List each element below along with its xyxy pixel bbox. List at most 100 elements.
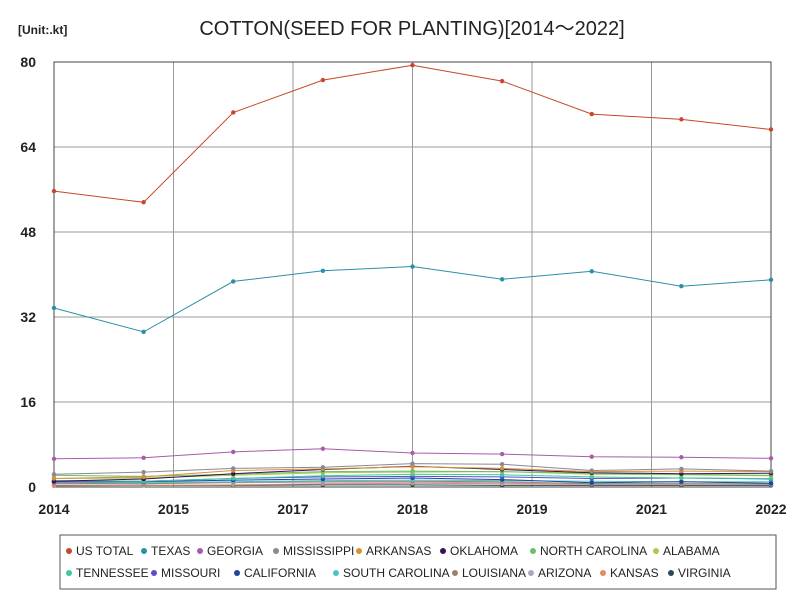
legend-item: ALABAMA xyxy=(653,544,720,558)
data-point xyxy=(231,471,236,476)
legend-label: SOUTH CAROLINA xyxy=(343,566,450,580)
grid-lines xyxy=(53,61,772,488)
legend-label: ARKANSAS xyxy=(366,544,431,558)
legend-box xyxy=(59,534,777,590)
legend-label: TEXAS xyxy=(151,544,190,558)
legend-item: LOUISIANA xyxy=(452,566,526,580)
legend-item: VIRGINIA xyxy=(668,566,731,580)
x-axis-ticks: 2014 2015 2017 2018 2019 2021 2022 xyxy=(38,501,786,517)
data-point xyxy=(589,454,594,459)
data-point xyxy=(141,329,146,335)
series-texas xyxy=(51,264,774,335)
legend-marker xyxy=(668,570,674,576)
data-point xyxy=(410,461,415,466)
y-tick-label: 48 xyxy=(20,224,36,240)
data-point xyxy=(141,455,146,460)
legend-item: TEXAS xyxy=(141,544,190,558)
series-us-total xyxy=(51,62,774,205)
x-tick-label: 2014 xyxy=(38,501,69,517)
data-point xyxy=(679,117,684,122)
data-point xyxy=(768,481,774,486)
legend-item: US TOTAL xyxy=(66,544,134,558)
legend-marker xyxy=(66,570,72,576)
data-point xyxy=(410,62,415,68)
data-point xyxy=(499,472,505,477)
data-point xyxy=(768,468,774,474)
legend-marker xyxy=(197,548,203,554)
legend-marker xyxy=(530,548,536,554)
data-point xyxy=(51,305,57,311)
data-point xyxy=(320,268,326,273)
legend-label: LOUISIANA xyxy=(462,566,526,580)
data-point xyxy=(768,277,774,283)
data-point xyxy=(410,468,415,474)
legend-marker xyxy=(452,570,458,576)
legend-marker xyxy=(528,570,534,576)
legend-item: GEORGIA xyxy=(197,544,263,558)
data-point xyxy=(231,279,236,284)
legend: US TOTAL TEXAS GEORGIA MISSISSIPPI ARKANSAS O… xyxy=(66,544,731,580)
data-point xyxy=(499,78,505,84)
data-point xyxy=(679,283,684,289)
data-point xyxy=(51,188,57,194)
legend-marker xyxy=(151,570,157,576)
legend-label: ALABAMA xyxy=(663,544,720,558)
legend-label: GEORGIA xyxy=(207,544,263,558)
data-point xyxy=(141,469,146,475)
x-tick-label: 2017 xyxy=(277,501,308,517)
data-point xyxy=(231,449,236,455)
data-point xyxy=(231,466,236,471)
data-point xyxy=(499,277,505,282)
data-point xyxy=(768,127,774,132)
x-tick-label: 2018 xyxy=(397,501,428,517)
data-point xyxy=(410,450,415,456)
legend-marker xyxy=(141,548,147,554)
data-point xyxy=(231,476,236,481)
legend-label: NORTH CAROLINA xyxy=(540,544,647,558)
legend-label: OKLAHOMA xyxy=(450,544,518,558)
data-point xyxy=(499,461,505,467)
data-point xyxy=(679,479,684,484)
legend-marker xyxy=(653,548,659,554)
data-point xyxy=(410,464,415,470)
legend-item: ARKANSAS xyxy=(356,544,431,558)
legend-marker xyxy=(356,548,362,554)
y-tick-label: 16 xyxy=(20,394,36,410)
data-point xyxy=(768,456,774,461)
data-point xyxy=(499,451,505,457)
legend-marker xyxy=(440,548,446,554)
legend-item: OKLAHOMA xyxy=(440,544,518,558)
legend-item: MISSOURI xyxy=(151,566,220,580)
data-point xyxy=(320,446,326,451)
legend-item: TENNESSEE xyxy=(66,566,149,580)
series-layer xyxy=(51,62,774,489)
x-tick-label: 2019 xyxy=(516,501,547,517)
unit-label: [Unit:.kt] xyxy=(18,23,67,37)
legend-label: MISSOURI xyxy=(161,566,220,580)
chart-title: COTTON(SEED FOR PLANTING)[2014～2022] xyxy=(199,18,624,40)
data-point xyxy=(51,456,57,462)
legend-label: CALIFORNIA xyxy=(244,566,316,580)
data-point xyxy=(589,269,594,274)
legend-marker xyxy=(66,548,72,554)
legend-label: MISSISSIPPI xyxy=(283,544,354,558)
x-tick-label: 2022 xyxy=(755,501,786,517)
legend-item: ARIZONA xyxy=(528,566,591,580)
data-point xyxy=(589,480,594,485)
data-point xyxy=(231,110,236,115)
legend-label: TENNESSEE xyxy=(76,566,149,580)
data-point xyxy=(589,468,594,473)
data-point xyxy=(51,472,57,477)
legend-item: CALIFORNIA xyxy=(234,566,316,580)
legend-label: KANSAS xyxy=(610,566,659,580)
legend-label: VIRGINIA xyxy=(678,566,731,580)
data-point xyxy=(320,473,326,479)
legend-label: US TOTAL xyxy=(76,544,134,558)
data-point xyxy=(320,465,326,470)
x-tick-label: 2015 xyxy=(158,501,189,517)
legend-marker xyxy=(600,570,606,576)
y-tick-label: 80 xyxy=(20,54,36,70)
data-point xyxy=(141,200,146,205)
series-mississippi xyxy=(51,461,774,477)
legend-label: ARIZONA xyxy=(538,566,591,580)
